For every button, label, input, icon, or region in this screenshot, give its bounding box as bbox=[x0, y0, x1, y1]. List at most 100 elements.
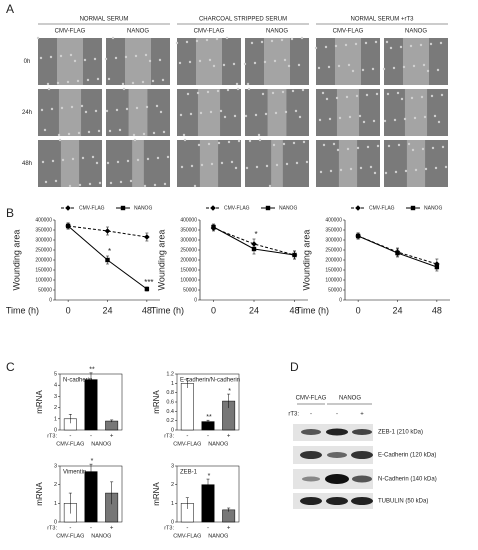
cell bbox=[54, 179, 58, 183]
cell bbox=[346, 147, 350, 151]
y-tick-label: 3 bbox=[54, 394, 57, 400]
x-axis-label: Time (h) bbox=[151, 305, 184, 315]
cell bbox=[321, 91, 325, 95]
blot-protein: N-Cadherin (140 kDa) bbox=[378, 477, 437, 483]
cell bbox=[125, 107, 129, 111]
cell bbox=[36, 36, 40, 40]
cell bbox=[96, 77, 100, 81]
cell bbox=[322, 143, 326, 147]
cell bbox=[257, 133, 261, 137]
y-tick-label: 100000 bbox=[180, 277, 197, 283]
blot-protein: E-Cadherin (120 kDa) bbox=[378, 453, 436, 459]
cell bbox=[222, 63, 226, 67]
cell bbox=[80, 104, 84, 108]
cell bbox=[275, 163, 279, 167]
cell bbox=[200, 163, 204, 167]
y-tick-label: 200000 bbox=[180, 257, 197, 263]
cell bbox=[440, 93, 444, 97]
y-tick-label: 0 bbox=[49, 297, 52, 303]
cell bbox=[207, 142, 211, 146]
y-tick-label: 250000 bbox=[35, 247, 52, 253]
legend-label: CMV-FLAG bbox=[224, 205, 250, 211]
cell bbox=[105, 109, 109, 113]
cell bbox=[291, 89, 295, 93]
y-tick-label: 150000 bbox=[325, 267, 342, 273]
cell bbox=[373, 171, 377, 175]
cell bbox=[273, 59, 277, 63]
cell bbox=[199, 111, 203, 115]
cell bbox=[272, 143, 276, 147]
cell bbox=[375, 92, 379, 96]
cell bbox=[430, 94, 434, 98]
cell bbox=[118, 128, 122, 132]
column-header: NANOG bbox=[266, 29, 288, 35]
cell bbox=[282, 142, 286, 146]
blot-lane: + bbox=[360, 412, 364, 418]
x-tick-label: 48 bbox=[432, 305, 442, 315]
cell bbox=[193, 184, 197, 188]
cell bbox=[188, 60, 192, 64]
group-label: CMV-FLAG bbox=[56, 441, 84, 447]
blot-lane: - bbox=[336, 412, 338, 418]
cell bbox=[84, 110, 88, 114]
y-axis-label: Wounding area bbox=[156, 230, 166, 291]
cell bbox=[285, 162, 289, 166]
blot-group: NANOG bbox=[339, 396, 361, 402]
cell bbox=[60, 106, 64, 110]
cell bbox=[444, 165, 448, 169]
legend-label: NANOG bbox=[424, 205, 442, 211]
cell bbox=[220, 161, 224, 165]
x-tick-label: + bbox=[227, 526, 231, 532]
cell bbox=[233, 114, 237, 118]
cell bbox=[284, 110, 288, 114]
cell bbox=[234, 166, 238, 170]
significance: * bbox=[91, 458, 94, 465]
cell bbox=[68, 184, 72, 188]
cell bbox=[421, 147, 425, 151]
cell bbox=[245, 166, 249, 170]
cell bbox=[98, 181, 102, 185]
cell bbox=[294, 109, 298, 113]
cell bbox=[185, 40, 189, 44]
cell bbox=[351, 69, 355, 73]
cell bbox=[403, 117, 407, 121]
cell bbox=[71, 157, 75, 161]
cell bbox=[399, 45, 403, 49]
cell bbox=[215, 37, 219, 41]
cell bbox=[274, 111, 278, 115]
significance: * bbox=[108, 247, 111, 256]
cell bbox=[104, 57, 108, 61]
condition-header: NORMAL SERUM +rT3 bbox=[351, 17, 415, 23]
y-axis-label: Wounding area bbox=[301, 230, 311, 291]
y-axis-label: mRNA bbox=[152, 390, 161, 414]
wound-gap bbox=[199, 140, 219, 187]
cell bbox=[44, 180, 48, 184]
cell bbox=[69, 53, 73, 57]
bar bbox=[105, 420, 119, 431]
x-prefix: rT3: bbox=[164, 433, 174, 439]
wound-gap bbox=[264, 38, 290, 85]
wound-gap bbox=[125, 38, 151, 85]
significance: * bbox=[228, 388, 231, 395]
cell bbox=[339, 168, 343, 172]
cell bbox=[131, 81, 135, 85]
cell bbox=[182, 133, 186, 137]
cell bbox=[212, 64, 216, 68]
y-tick-label: 0 bbox=[171, 519, 174, 525]
cell bbox=[385, 40, 389, 44]
group-label: CMV-FLAG bbox=[56, 533, 84, 539]
cell bbox=[327, 65, 331, 69]
y-axis-label: mRNA bbox=[152, 482, 161, 506]
significance: * bbox=[254, 230, 257, 239]
y-tick-label: 100000 bbox=[35, 277, 52, 283]
x-tick-label: + bbox=[110, 434, 114, 440]
cell bbox=[124, 55, 128, 59]
cell bbox=[156, 156, 160, 160]
x-tick-label: 0 bbox=[211, 305, 216, 315]
cell bbox=[159, 110, 163, 114]
cell bbox=[314, 46, 318, 50]
cell bbox=[236, 87, 240, 91]
cell bbox=[372, 119, 376, 123]
error-bar bbox=[68, 492, 72, 514]
chart-title: N-cadherin bbox=[63, 378, 92, 384]
